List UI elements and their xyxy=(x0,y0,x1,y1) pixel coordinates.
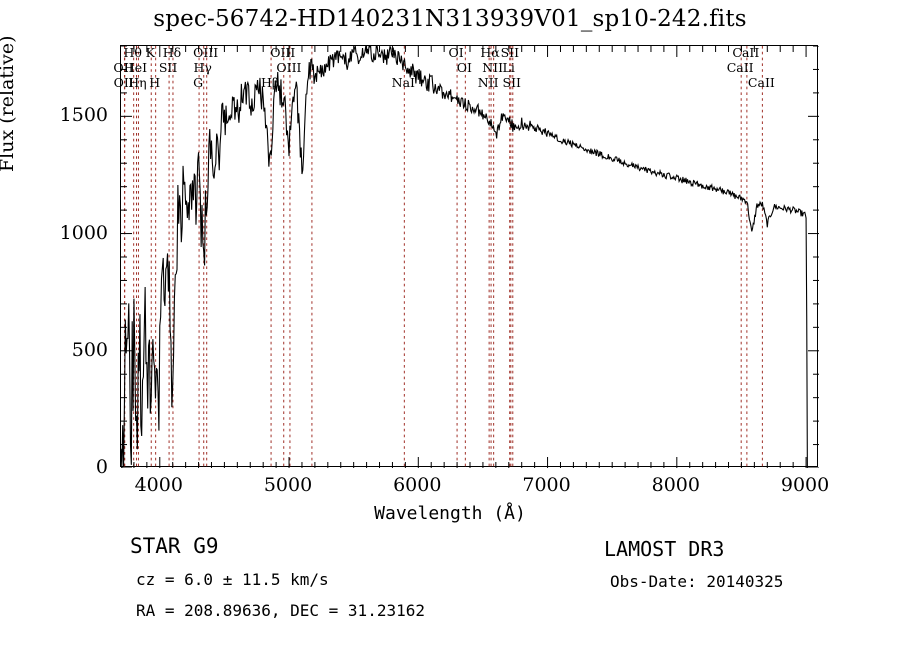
line-label-OII-3729: OII xyxy=(113,75,134,90)
line-label-SII-4072: SII xyxy=(158,60,178,75)
line-label-Li-6707: Li xyxy=(502,60,515,75)
line-label-H-3798: Hθ xyxy=(123,45,142,60)
x-axis-title: Wavelength (Å) xyxy=(374,503,526,524)
spectrum-trace xyxy=(121,46,808,468)
line-label-NaI-5892: NaI xyxy=(391,75,415,90)
y-tick-label-0: 0 xyxy=(95,456,108,478)
line-label-H-3968: H xyxy=(149,75,161,90)
spectrum-svg xyxy=(121,46,819,468)
y-tick-label-1500: 1500 xyxy=(59,104,108,127)
line-label-SII-6731: SII xyxy=(502,75,522,90)
line-label-OIII-4363: OIII xyxy=(193,45,219,60)
y-tick-label-500: 500 xyxy=(71,338,108,361)
spectrum-plot xyxy=(120,45,819,468)
line-label-H-4861: Hβ xyxy=(260,75,280,90)
line-label-CaII-8662: CaII xyxy=(747,75,775,90)
object-class-label: STAR G9 xyxy=(130,534,219,558)
line-label-H-4340: Hγ xyxy=(193,60,212,75)
coordinates-label: RA = 208.89636, DEC = 31.23162 xyxy=(136,601,425,620)
survey-label: LAMOST DR3 xyxy=(604,537,725,561)
line-label-OII-3727: OII xyxy=(113,60,134,75)
line-label-OI-6300: OI xyxy=(448,45,464,60)
x-tick-label-6000: 6000 xyxy=(393,474,442,496)
line-label-CaII-8542: CaII xyxy=(732,45,760,60)
line-label-K-3934: K xyxy=(145,45,155,60)
line-label-H-4102: Hδ xyxy=(162,45,182,60)
redshift-velocity-label: cz = 6.0 ± 11.5 km/s xyxy=(136,570,329,589)
line-label-NII-6548: NII xyxy=(477,75,499,90)
line-label-H-3835: Hη xyxy=(128,75,147,90)
x-tick-label-7000: 7000 xyxy=(522,474,571,496)
x-tick-label-4000: 4000 xyxy=(134,474,183,496)
x-tick-label-8000: 8000 xyxy=(651,474,700,496)
line-label-SII-6716: SII xyxy=(500,45,520,60)
y-tick-label-1000: 1000 xyxy=(59,221,108,244)
line-label-CaII-8498: CaII xyxy=(726,60,754,75)
line-marker-group xyxy=(123,46,763,468)
x-tick-label-5000: 5000 xyxy=(263,474,313,496)
line-label-NII-6583: NII xyxy=(482,60,504,75)
line-label-OI-6364: OI xyxy=(456,60,472,75)
line-label-OIII-5007: OIII xyxy=(276,60,302,75)
x-tick-label-9000: 9000 xyxy=(780,474,830,496)
line-label-G-4304: G xyxy=(193,75,204,90)
line-label-OIII-4959: OIII xyxy=(270,45,296,60)
obs-date-label: Obs-Date: 20140325 xyxy=(610,572,784,591)
page-title: spec-56742-HD140231N313939V01_sp10-242.f… xyxy=(153,6,747,32)
axis-tick-group xyxy=(121,46,819,468)
line-label-H-6563: Hα xyxy=(480,45,500,60)
line-label-HeI-3820: HeI xyxy=(123,60,148,75)
y-axis-title: Flux (relative) xyxy=(0,35,18,173)
